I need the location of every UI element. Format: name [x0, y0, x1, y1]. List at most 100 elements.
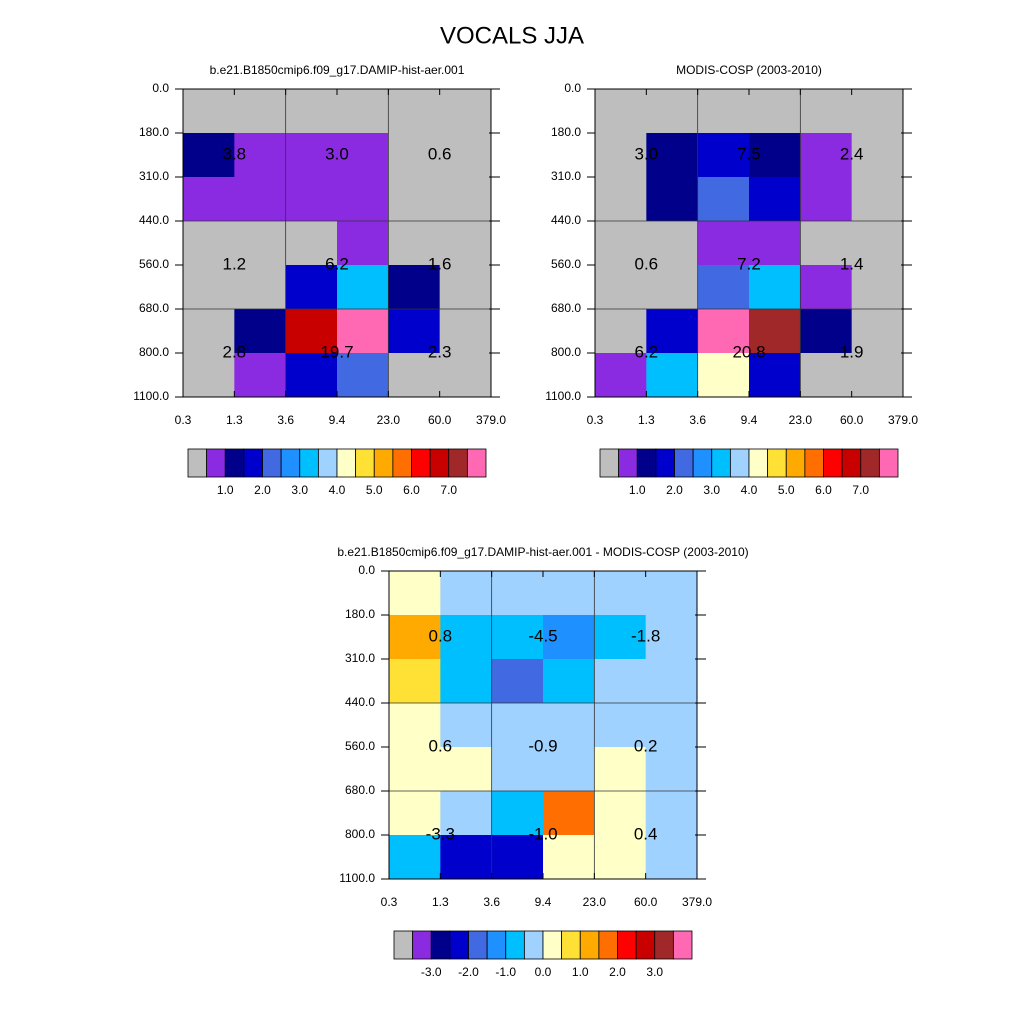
cell	[439, 221, 492, 266]
y-tick-label: 560.0	[139, 257, 169, 271]
cell-annotation: 2.4	[840, 144, 864, 163]
colorbar-box	[206, 448, 226, 478]
colorbar-box	[466, 448, 487, 478]
y-tick-label: 180.0	[345, 607, 375, 621]
y-tick-label: 800.0	[345, 827, 375, 841]
cell	[285, 265, 338, 310]
x-tick-label: 1.3	[432, 895, 449, 909]
cell-annotation: -3.3	[426, 824, 455, 843]
x-tick-label: 1.3	[226, 413, 243, 427]
cell-annotation: 1.2	[223, 254, 247, 273]
cell-annotation: 19.7	[320, 342, 353, 361]
colorbar-tick-label: 1.0	[217, 483, 234, 497]
y-tick-label: 180.0	[551, 125, 581, 139]
y-tick-label: 560.0	[551, 257, 581, 271]
cell	[183, 89, 235, 134]
cell-annotation: 3.8	[223, 144, 247, 163]
colorbar-box	[599, 448, 620, 478]
cell-annotation: 6.2	[325, 254, 349, 273]
cell	[543, 659, 595, 704]
cell	[697, 133, 750, 178]
x-tick-label: 9.4	[535, 895, 552, 909]
cell	[800, 133, 853, 178]
colorbar-box	[280, 448, 301, 478]
cell	[491, 747, 544, 792]
cell	[337, 265, 389, 310]
cell-annotation: -0.9	[528, 736, 557, 755]
cell	[800, 265, 853, 310]
cell	[595, 89, 647, 134]
colorbar-box	[654, 930, 674, 960]
cell	[645, 835, 698, 880]
cell	[543, 703, 595, 748]
cell	[234, 221, 287, 266]
cell	[234, 177, 287, 222]
cell	[234, 265, 287, 310]
y-tick-label: 440.0	[551, 213, 581, 227]
cell-annotation: 1.9	[840, 342, 864, 361]
cell	[645, 747, 698, 792]
colorbar-box	[336, 448, 357, 478]
cell	[697, 353, 750, 398]
cell	[337, 89, 389, 134]
cell	[234, 353, 287, 398]
cell	[594, 747, 647, 792]
colorbar-tick-label: 7.0	[440, 483, 457, 497]
cell	[389, 615, 441, 660]
cell	[645, 703, 698, 748]
cell	[646, 353, 699, 398]
cell	[749, 265, 801, 310]
cell	[337, 309, 389, 354]
cell-annotation: 0.6	[428, 144, 452, 163]
colorbar-box	[636, 448, 657, 478]
colorbar-box	[429, 448, 450, 478]
cell	[646, 177, 699, 222]
cell	[389, 791, 441, 836]
colorbar-tick-label: 4.0	[329, 483, 346, 497]
x-tick-label: 23.0	[377, 413, 401, 427]
x-tick-label: 60.0	[428, 413, 452, 427]
cell	[389, 835, 441, 880]
cell	[595, 133, 647, 178]
colorbar-box	[618, 448, 638, 478]
x-tick-label: 1.3	[638, 413, 655, 427]
cell	[595, 309, 647, 354]
cell	[439, 265, 492, 310]
cell	[697, 265, 750, 310]
cell	[439, 353, 492, 398]
colorbar-box	[449, 930, 469, 960]
cell-annotation: -1.0	[528, 824, 557, 843]
x-tick-label: 3.6	[689, 413, 706, 427]
colorbar-box	[243, 448, 263, 478]
x-tick-label: 9.4	[329, 413, 346, 427]
cell	[285, 133, 338, 178]
panel-title: MODIS-COSP (2003-2010)	[676, 63, 822, 77]
cell	[749, 353, 801, 398]
colorbar-box	[635, 930, 656, 960]
cell	[594, 571, 647, 616]
colorbar-box	[672, 930, 693, 960]
cell	[440, 571, 493, 616]
cell	[389, 703, 441, 748]
colorbar-box	[486, 930, 507, 960]
colorbar-box	[579, 930, 600, 960]
cell-annotation: 2.8	[223, 342, 247, 361]
colorbar-tick-label: 4.0	[741, 483, 758, 497]
x-tick-label: 379.0	[682, 895, 712, 909]
cell	[285, 89, 338, 134]
colorbar-box	[841, 448, 862, 478]
cell	[749, 309, 801, 354]
cell	[749, 177, 801, 222]
cell	[595, 221, 647, 266]
cell	[440, 835, 493, 880]
cell-annotation: 20.8	[732, 342, 765, 361]
cell	[851, 89, 904, 134]
cell-annotation: 3.0	[325, 144, 349, 163]
cell	[183, 309, 235, 354]
cell	[337, 353, 389, 398]
cell	[491, 791, 544, 836]
cell	[440, 747, 493, 792]
cell	[543, 615, 595, 660]
